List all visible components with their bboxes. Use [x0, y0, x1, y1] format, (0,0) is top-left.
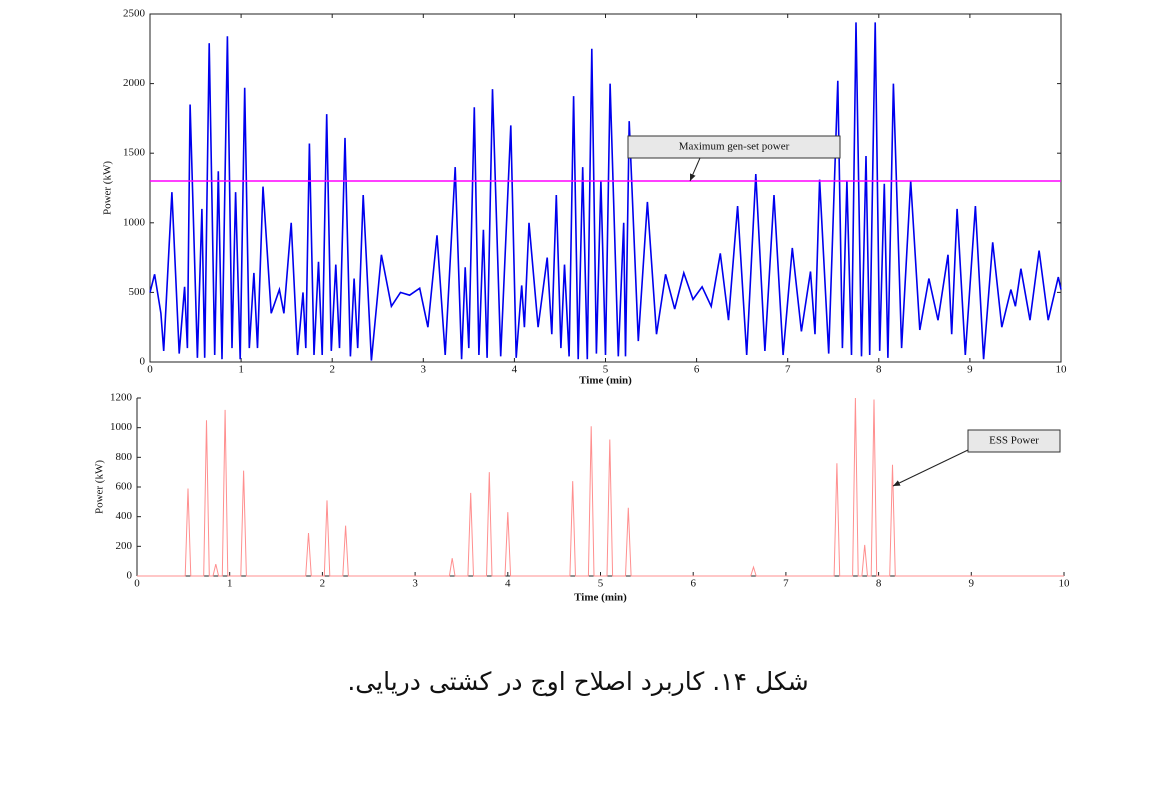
y-tick-label: 1200	[110, 392, 133, 404]
y-axis-label: Power (kW)	[102, 161, 114, 215]
x-tick-label: 1	[227, 578, 233, 590]
x-tick-label: 6	[694, 364, 700, 376]
data-line	[137, 397, 1064, 577]
annotation-arrow	[892, 449, 969, 487]
x-tick-label: 4	[512, 364, 518, 376]
y-tick-label: 2000	[123, 77, 146, 89]
x-tick-label: 9	[967, 364, 973, 376]
y-tick-label: 800	[116, 451, 133, 463]
annotation-text: Maximum gen-set power	[679, 141, 790, 153]
x-tick-label: 10	[1059, 578, 1071, 590]
x-tick-label: 2	[329, 364, 335, 376]
y-axis-label: Power (kW)	[94, 460, 106, 514]
x-axis-label: Time (min)	[579, 375, 632, 387]
annotation-text: ESS Power	[989, 435, 1039, 447]
x-tick-label: 1	[238, 364, 244, 376]
y-tick-label: 500	[129, 286, 146, 298]
x-tick-label: 8	[876, 364, 882, 376]
y-tick-label: 1500	[123, 147, 146, 159]
y-tick-label: 1000	[123, 216, 146, 228]
y-tick-label: 0	[127, 570, 133, 582]
x-axis-label: Time (min)	[574, 592, 627, 604]
x-tick-label: 6	[690, 578, 696, 590]
x-tick-label: 3	[421, 364, 427, 376]
y-tick-label: 0	[140, 356, 146, 368]
x-tick-label: 5	[603, 364, 609, 376]
x-tick-label: 4	[505, 578, 511, 590]
x-tick-label: 8	[876, 578, 882, 590]
data-line	[149, 22, 1062, 361]
x-tick-label: 0	[134, 578, 140, 590]
y-tick-label: 200	[116, 540, 133, 552]
x-tick-label: 2	[320, 578, 326, 590]
x-tick-label: 9	[969, 578, 975, 590]
y-tick-label: 1000	[110, 421, 133, 433]
y-tick-label: 400	[116, 510, 133, 522]
caption: شکل ۱۴. کاربرد اصلاح اوج در کشتی دریایی.	[347, 667, 808, 697]
x-tick-label: 3	[412, 578, 418, 590]
x-tick-label: 7	[785, 364, 791, 376]
annotation-box	[967, 429, 1061, 453]
x-tick-label: 7	[783, 578, 789, 590]
x-tick-label: 10	[1056, 364, 1068, 376]
x-tick-label: 0	[147, 364, 153, 376]
y-tick-label: 2500	[123, 8, 146, 20]
x-tick-label: 5	[598, 578, 604, 590]
y-tick-label: 600	[116, 481, 133, 493]
annotation-box	[627, 135, 841, 159]
annotation-arrow	[689, 157, 701, 182]
